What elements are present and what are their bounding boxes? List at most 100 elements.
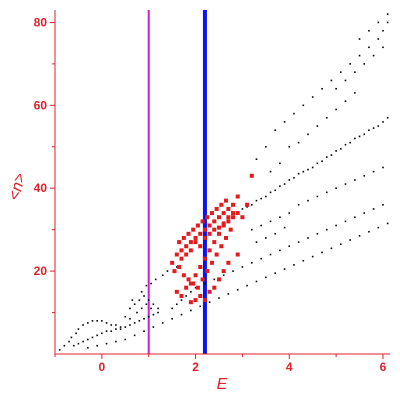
black-point	[180, 299, 183, 301]
red-point	[181, 235, 186, 240]
red-point	[224, 235, 229, 240]
black-point	[293, 112, 295, 115]
black-point	[82, 324, 84, 326]
red-point	[184, 285, 189, 290]
black-point	[335, 224, 337, 227]
black-point	[133, 334, 136, 337]
red-point	[231, 202, 236, 207]
black-point	[335, 108, 337, 111]
black-point	[368, 29, 370, 32]
black-point	[368, 129, 370, 131]
black-point	[368, 230, 370, 233]
red-point	[207, 223, 212, 228]
black-point	[96, 334, 98, 337]
black-point	[297, 241, 300, 243]
black-point	[147, 299, 150, 301]
red-point	[212, 240, 217, 245]
reference-lines	[147, 10, 207, 354]
black-point	[311, 166, 314, 169]
black-point	[297, 203, 300, 206]
black-point	[386, 222, 389, 225]
black-point	[119, 326, 122, 328]
axes	[54, 10, 390, 355]
red-point	[174, 289, 179, 294]
red-point	[205, 215, 210, 220]
black-point	[152, 326, 155, 328]
black-point	[140, 291, 143, 293]
black-point	[222, 274, 225, 277]
red-point	[195, 223, 200, 228]
red-point	[188, 300, 193, 305]
black-point	[321, 87, 323, 90]
black-point	[316, 233, 319, 235]
red-point	[179, 256, 184, 261]
black-point	[269, 253, 272, 256]
black-point	[124, 326, 127, 328]
black-point	[372, 54, 375, 57]
black-point	[377, 38, 380, 40]
black-point	[307, 133, 309, 136]
red-point	[221, 211, 226, 216]
black-point	[133, 322, 136, 324]
black-point	[86, 322, 89, 324]
black-point	[208, 301, 211, 303]
red-point	[202, 227, 207, 232]
x-axis-title: E	[217, 376, 228, 393]
red-point	[177, 240, 182, 245]
black-point	[145, 303, 148, 306]
black-point	[86, 346, 89, 349]
black-point	[213, 278, 216, 281]
red-point	[207, 231, 212, 236]
black-point	[386, 21, 389, 24]
black-point	[124, 315, 127, 318]
red-point	[193, 273, 198, 278]
x-tick-label: 2	[192, 360, 199, 374]
black-point	[354, 71, 356, 73]
black-point	[325, 228, 328, 231]
red-point	[198, 264, 203, 269]
red-point	[200, 219, 205, 224]
black-point	[349, 141, 351, 144]
black-point	[311, 255, 314, 258]
black-point	[293, 177, 295, 179]
black-point	[344, 100, 347, 102]
black-point	[147, 315, 150, 318]
black-point	[325, 191, 328, 194]
black-point	[363, 63, 366, 65]
black-point	[274, 272, 277, 274]
black-point	[382, 166, 384, 169]
red-point	[193, 298, 198, 303]
black-point	[372, 170, 375, 173]
black-point	[157, 307, 159, 310]
red-point	[174, 252, 179, 257]
black-point	[297, 141, 300, 144]
red-point	[205, 269, 210, 274]
black-point	[293, 264, 295, 266]
black-point	[358, 54, 361, 57]
black-point	[250, 228, 253, 231]
black-point	[279, 162, 281, 165]
black-point	[382, 29, 384, 32]
black-point	[150, 282, 152, 285]
black-point	[340, 148, 342, 150]
black-point	[129, 317, 131, 320]
black-point	[363, 174, 366, 177]
black-point	[265, 195, 267, 198]
black-point	[154, 278, 157, 281]
black-point	[283, 121, 286, 123]
black-point	[269, 220, 272, 223]
black-point	[72, 344, 75, 347]
black-point	[143, 295, 145, 297]
red-point	[240, 215, 245, 220]
red-point	[181, 273, 186, 278]
red-point	[198, 231, 203, 236]
black-point	[161, 274, 164, 277]
red-point	[216, 277, 221, 282]
black-point	[199, 305, 202, 308]
black-point	[307, 199, 309, 202]
red-point	[200, 277, 205, 282]
black-point	[138, 299, 141, 301]
red-point	[184, 252, 189, 257]
black-point	[283, 183, 286, 185]
